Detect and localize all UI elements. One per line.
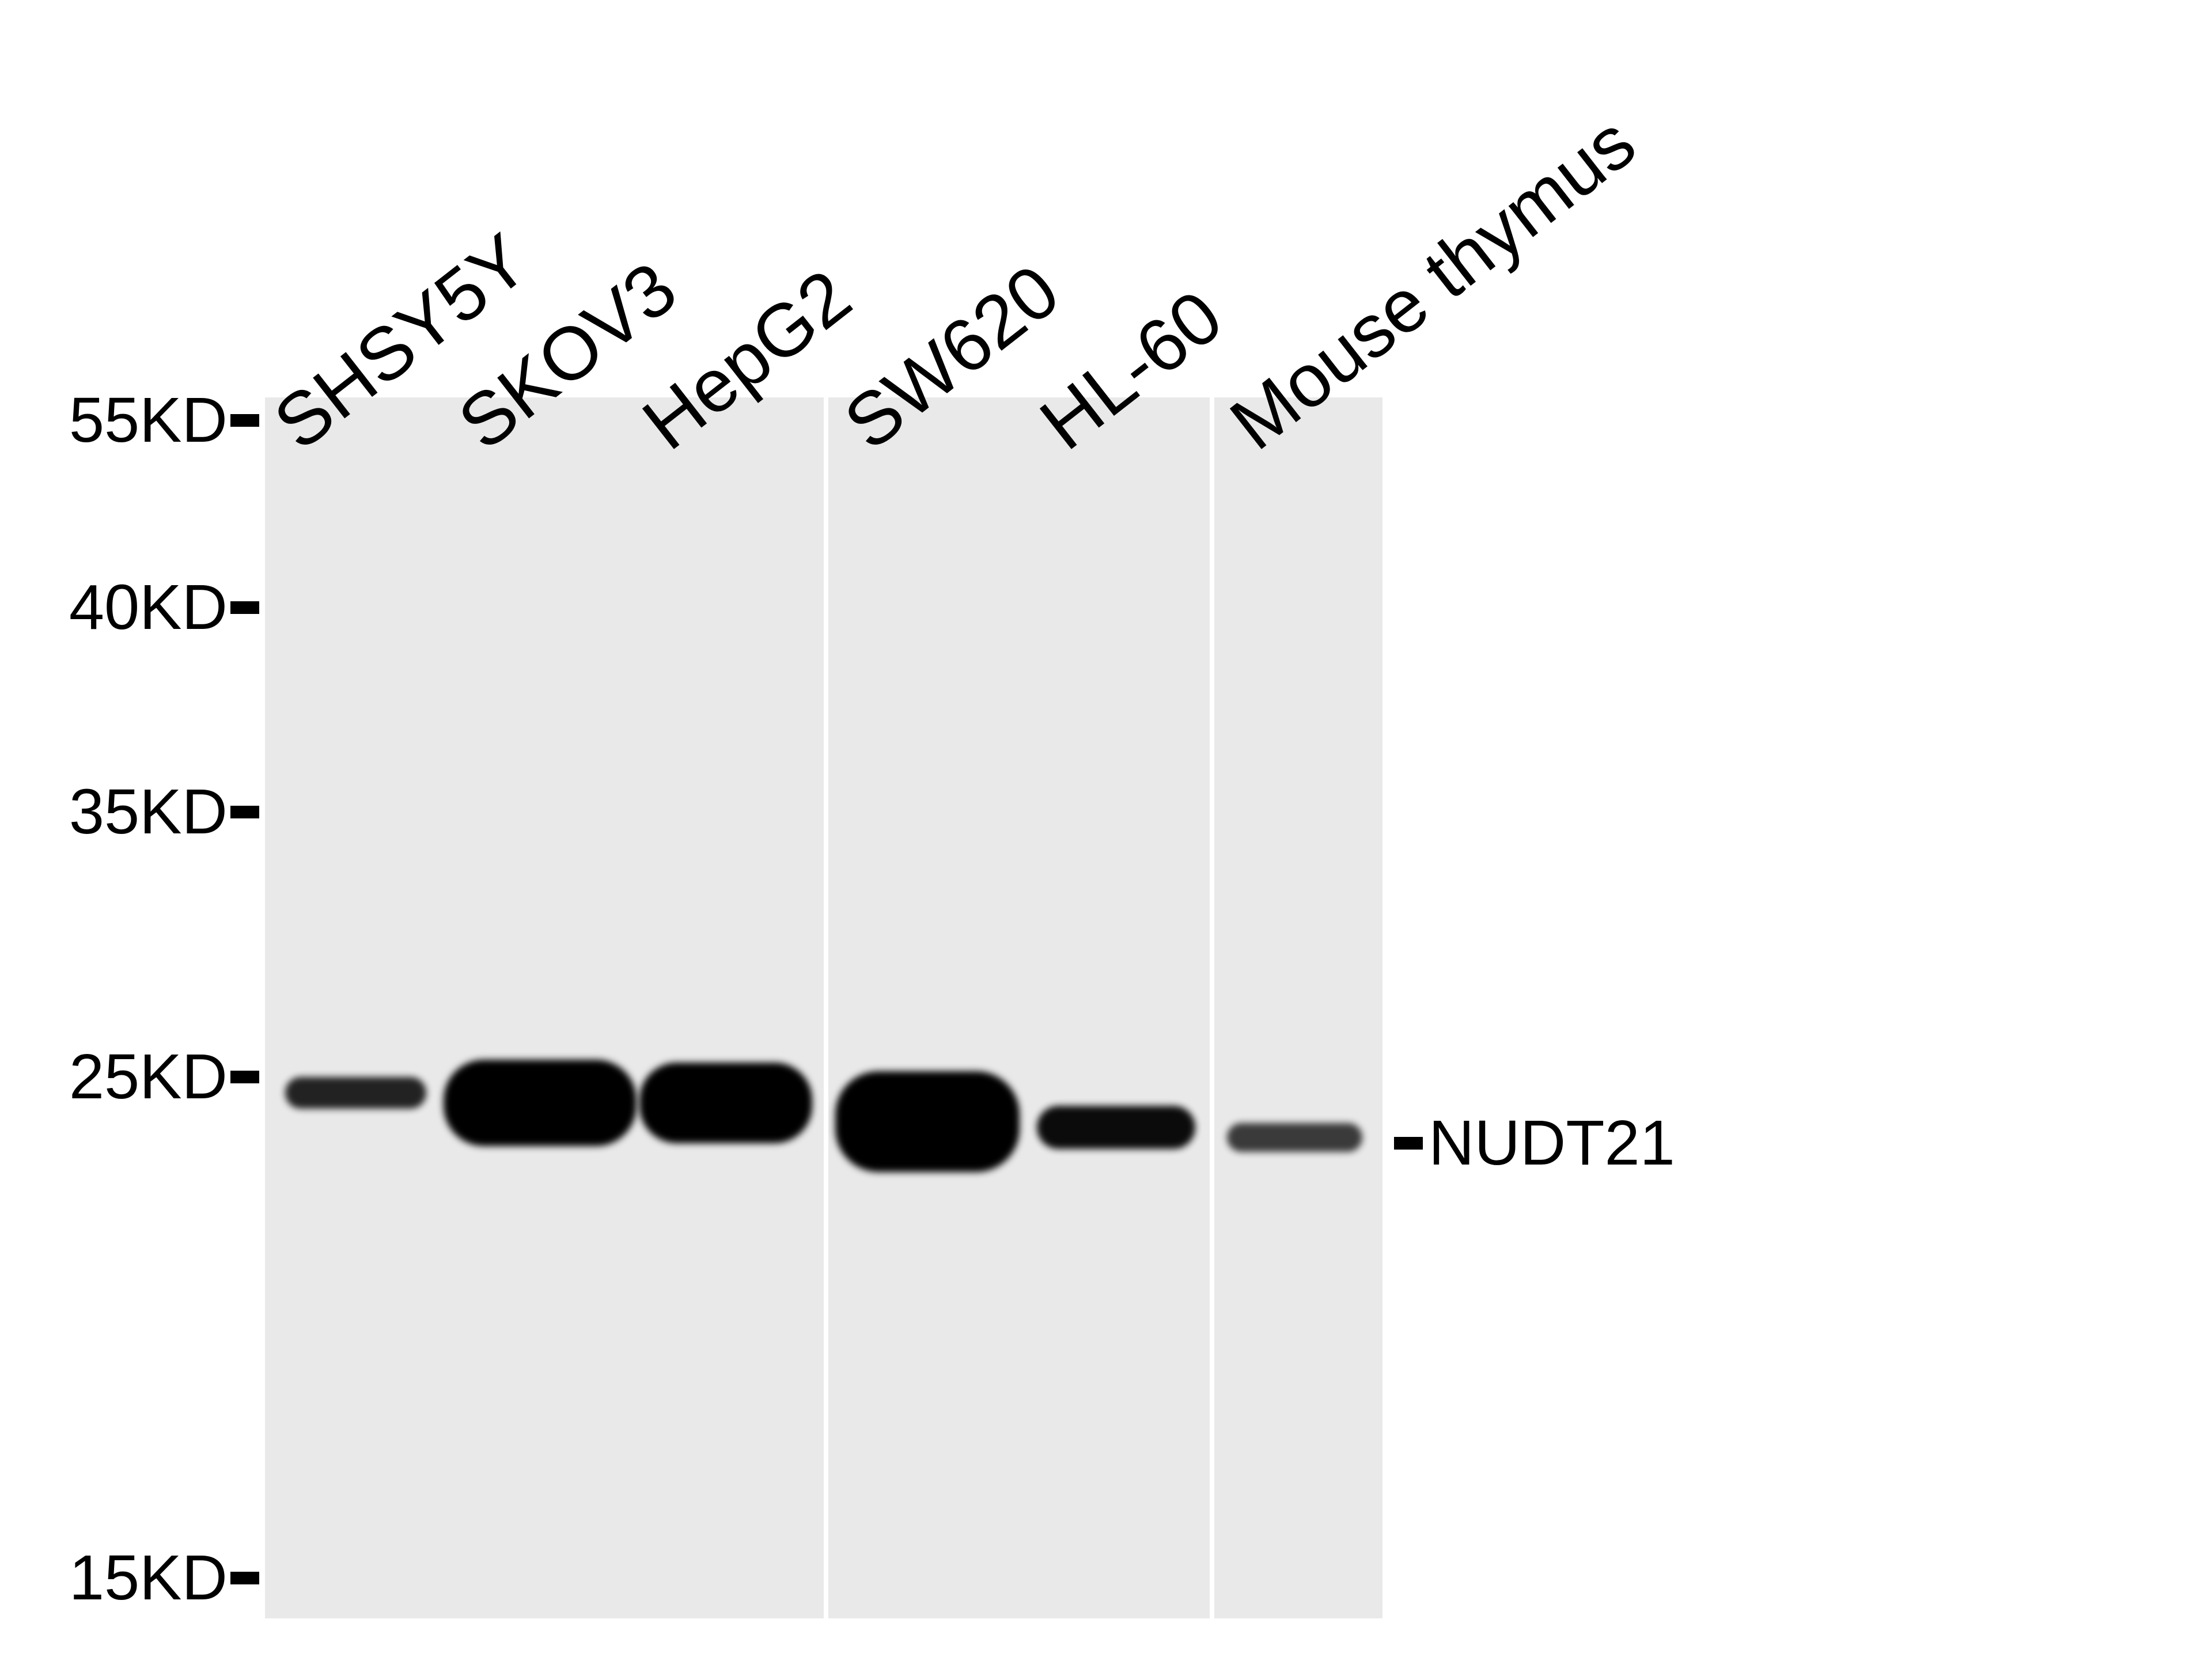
mw-label-35: 35KD — [9, 775, 228, 848]
mw-label-55: 55KD — [9, 384, 228, 457]
mw-label-15: 15KD — [9, 1541, 228, 1614]
mw-tick-55 — [230, 414, 259, 427]
mw-label-40: 40KD — [9, 571, 228, 644]
mw-label-25: 25KD — [9, 1040, 228, 1113]
band-skov3 — [444, 1060, 637, 1146]
mw-tick-15 — [230, 1572, 259, 1584]
band-hl60 — [1037, 1106, 1195, 1149]
band-mouse-thymus — [1227, 1123, 1362, 1152]
mw-tick-40 — [230, 601, 259, 614]
western-blot-figure: 55KD 40KD 35KD 25KD 15KD SHSY5Y SKOV3 He… — [0, 0, 2212, 1661]
mw-tick-35 — [230, 806, 259, 818]
lane-label-mouse-thymus: Mouse thymus — [1214, 98, 1651, 467]
band-sw620 — [835, 1071, 1020, 1172]
membrane-seam-1 — [824, 397, 828, 1618]
protein-tick — [1394, 1137, 1423, 1150]
membrane-seam-2 — [1210, 397, 1214, 1618]
protein-label: NUDT21 — [1429, 1106, 1675, 1180]
band-hepg2 — [639, 1063, 812, 1143]
band-shsy5y — [285, 1077, 426, 1109]
mw-tick-25 — [230, 1071, 259, 1083]
